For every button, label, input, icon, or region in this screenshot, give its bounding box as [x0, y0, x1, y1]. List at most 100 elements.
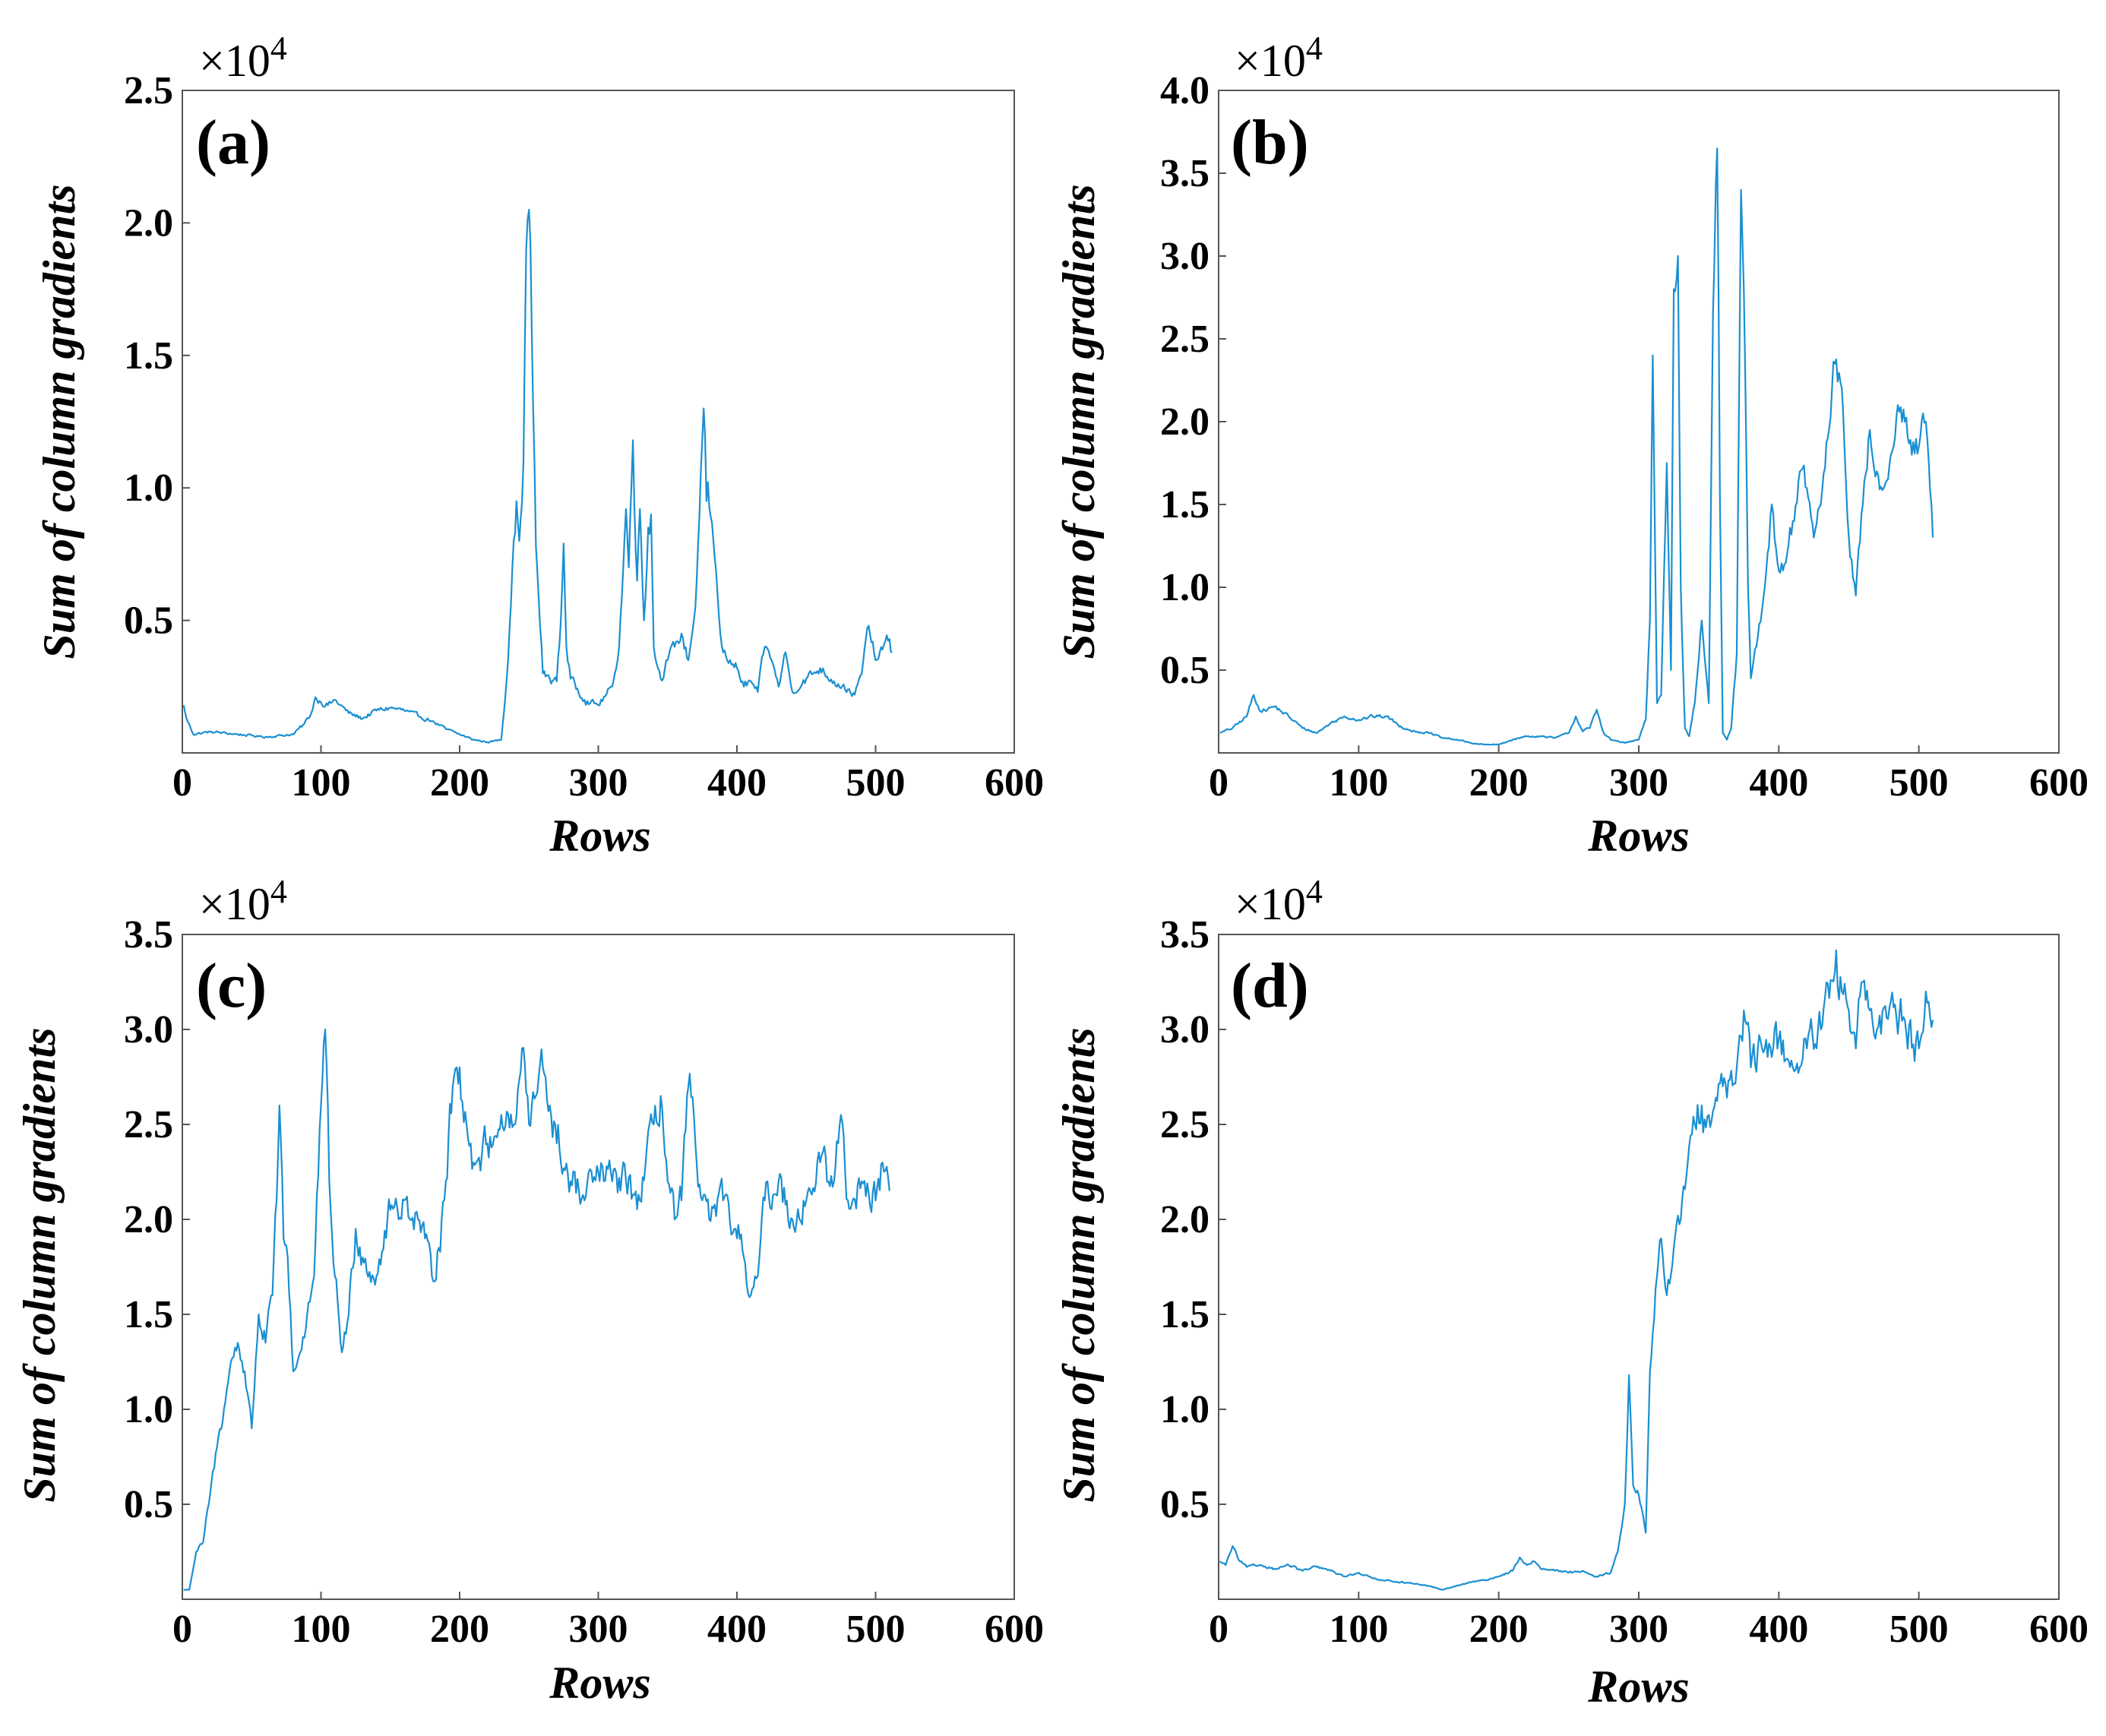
y-tick-label: 0.5	[124, 599, 173, 643]
x-tick-label: 300	[569, 761, 628, 805]
y-tick-label: 3.5	[1160, 152, 1210, 195]
y-tick-label: 1.0	[124, 466, 173, 510]
x-tick-label: 200	[430, 1608, 489, 1651]
x-tick-label: 100	[1329, 1608, 1388, 1651]
x-tick-label: 300	[1609, 1608, 1668, 1651]
plot-area	[182, 90, 1015, 754]
y-tick-label: 1.5	[1160, 483, 1210, 526]
series-holder	[1219, 147, 1934, 746]
x-tick-label: 600	[2029, 761, 2089, 805]
y-tick-label: 3.5	[124, 913, 173, 957]
panel-d: 0 100 200 300 400 500 600 0.5 1.0 1.5 2.0 2.5 3.0 3.…	[1054, 873, 2089, 1712]
x-axis-label: Rows	[1587, 811, 1689, 861]
multiplier-base: ×10	[1235, 879, 1306, 929]
y-axis-label: Sum of column gradients	[1054, 184, 1104, 659]
y-tick-label: 3.0	[1160, 1008, 1210, 1051]
x-tick-label: 0	[1209, 1608, 1228, 1651]
x-tick-label: 500	[846, 761, 906, 805]
panel-c: 0 100 200 300 400 500 600 0.5 1.0 1.5 2.0 2.5 3.0 3.…	[14, 873, 1044, 1708]
series-holder	[182, 208, 893, 744]
y-tick-label: 1.5	[1160, 1293, 1210, 1336]
y-tick-label: 4.0	[1160, 69, 1210, 112]
x-tick-label: 300	[1609, 761, 1668, 805]
multiplier-base: ×10	[199, 36, 270, 86]
y-tick-label: 2.5	[124, 1103, 173, 1146]
y-tick-label: 1.0	[124, 1388, 173, 1431]
y-tick-label: 3.5	[1160, 913, 1210, 957]
y-multiplier: ×104	[199, 873, 287, 929]
x-tick-label: 500	[1889, 761, 1949, 805]
y-tick-label: 3.0	[1160, 235, 1210, 278]
y-tick-label: 0.5	[1160, 1483, 1210, 1526]
x-axis-label: Rows	[549, 811, 650, 861]
x-tick-label: 600	[2029, 1608, 2089, 1651]
x-tick-label: 600	[985, 1608, 1044, 1651]
panel-label: (b)	[1231, 107, 1309, 178]
y-multiplier: ×104	[1235, 873, 1323, 929]
data-series-line	[182, 208, 893, 744]
multiplier-base: ×10	[199, 879, 270, 929]
y-tick-label: 1.5	[124, 334, 173, 378]
multiplier-base: ×10	[1235, 36, 1306, 86]
y-tick-label: 1.5	[124, 1293, 173, 1336]
x-tick-label: 100	[1329, 761, 1388, 805]
y-axis-label: Sum of column gradients	[14, 1027, 65, 1502]
y-axis-ticks: 0.5 1.0 1.5 2.0 2.5 3.0 3.5	[124, 913, 190, 1526]
plot-area	[182, 934, 1015, 1600]
x-tick-label: 300	[569, 1608, 628, 1651]
y-axis-ticks: 0.5 1.0 1.5 2.0 2.5 3.0 3.5	[1160, 913, 1226, 1526]
x-tick-label: 100	[292, 1608, 351, 1651]
x-tick-label: 0	[172, 1608, 192, 1651]
x-tick-label: 200	[1469, 761, 1529, 805]
y-axis-ticks: 0.5 1.0 1.5 2.0 2.5	[124, 69, 190, 643]
multiplier-exponent: 4	[1306, 873, 1323, 910]
x-axis-label: Rows	[1587, 1662, 1689, 1712]
x-tick-label: 500	[1889, 1608, 1949, 1651]
y-tick-label: 2.5	[1160, 318, 1210, 361]
y-tick-label: 0.5	[124, 1483, 173, 1526]
x-tick-label: 400	[1749, 1608, 1808, 1651]
y-tick-label: 2.5	[124, 69, 173, 112]
y-multiplier: ×104	[199, 30, 287, 86]
x-tick-label: 600	[985, 761, 1044, 805]
panel-b: 0 100 200 300 400 500 600 0.5 1.0 1.5 2.0 2.5 3.0 3.…	[1054, 30, 2089, 861]
x-axis-ticks: 0 100 200 300 400 500 600	[1209, 745, 2089, 805]
x-tick-label: 0	[172, 761, 192, 805]
y-tick-label: 3.0	[124, 1008, 173, 1051]
data-series-line	[183, 1028, 890, 1591]
plot-area	[1218, 90, 2060, 754]
series-holder	[183, 1028, 890, 1591]
x-tick-label: 400	[707, 761, 767, 805]
x-tick-label: 0	[1209, 761, 1228, 805]
multiplier-exponent: 4	[270, 30, 287, 67]
y-tick-label: 1.0	[1160, 1388, 1210, 1431]
panel-label: (c)	[196, 950, 267, 1021]
y-tick-label: 2.5	[1160, 1103, 1210, 1146]
multiplier-exponent: 4	[270, 873, 287, 910]
panel-a: 0 100 200 300 400 500 600 0.51.01.52.02.5 (a) …	[34, 30, 1044, 861]
data-series-line	[1219, 949, 1934, 1591]
x-axis-label: Rows	[549, 1658, 650, 1708]
y-tick-label: 0.5	[1160, 649, 1210, 692]
y-tick-label: 2.0	[1160, 1198, 1210, 1241]
panel-label: (a)	[196, 107, 270, 178]
x-axis-ticks: 0 100 200 300 400 500 600	[172, 1592, 1044, 1651]
x-tick-label: 100	[292, 761, 351, 805]
multiplier-exponent: 4	[1306, 30, 1323, 67]
y-tick-label: 2.0	[124, 1198, 173, 1241]
data-series-line	[1219, 147, 1934, 746]
y-axis-ticks: 0.5 1.0 1.5 2.0 2.5 3.0 3.5 4.0	[1160, 69, 1226, 692]
y-axis-label: Sum of column gradients	[1054, 1027, 1104, 1502]
x-tick-label: 200	[1469, 1608, 1529, 1651]
y-tick-label: 2.0	[1160, 400, 1210, 444]
y-axis-label: Sum of column gradients	[34, 184, 84, 659]
x-tick-label: 400	[707, 1608, 767, 1651]
x-axis-ticks: 0 100 200 300 400 500 600	[172, 745, 1044, 805]
x-tick-label: 500	[846, 1608, 906, 1651]
x-tick-label: 200	[430, 761, 489, 805]
panel-label: (d)	[1231, 950, 1309, 1021]
x-axis-ticks: 0 100 200 300 400 500 600	[1209, 1592, 2089, 1651]
y-tick-label: 1.0	[1160, 566, 1210, 609]
series-holder	[1219, 949, 1934, 1591]
